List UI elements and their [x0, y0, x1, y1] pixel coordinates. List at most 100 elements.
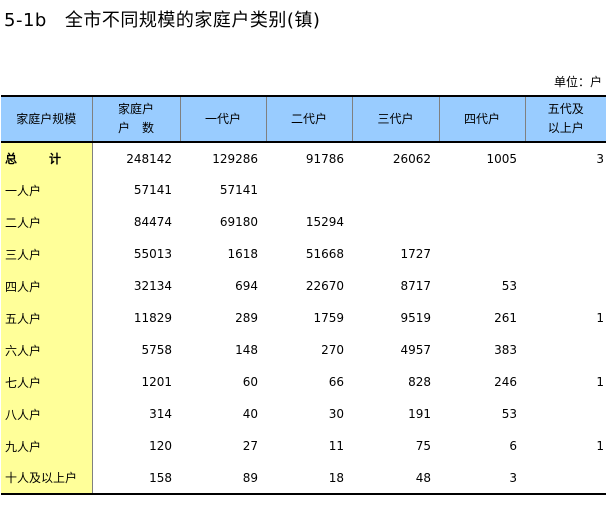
table-cell: 1	[596, 311, 604, 325]
table-cell: 261	[494, 311, 517, 325]
column-header: 二代户	[266, 96, 353, 142]
table-cell: 3	[596, 151, 604, 166]
table-cell: 8717	[400, 279, 431, 293]
table-cell: 18	[266, 462, 352, 495]
table-cell	[525, 174, 606, 206]
table-cell: 40	[242, 407, 258, 421]
table-cell: 129286	[212, 151, 258, 166]
table-cell: 158	[92, 462, 180, 495]
table-cell	[439, 238, 525, 270]
column-header-line1: 三代户	[377, 111, 414, 126]
table-row: 十人及以上户 158 89 18 48 3	[1, 462, 606, 495]
table-cell	[525, 270, 606, 302]
table-row: 三人户 55013 1618 51668 1727	[1, 238, 606, 270]
total-row: 总 计 248142 129286 91786 26062 1005 3	[1, 142, 606, 174]
table-row: 一人户 57141 57141	[1, 174, 606, 206]
table-cell: 57141	[133, 183, 172, 197]
table-cell: 148	[235, 343, 258, 357]
table-cell: 51668	[305, 247, 344, 261]
table-cell: 1	[596, 439, 604, 453]
table-cell: 91786	[305, 151, 344, 166]
table-cell: 191	[408, 407, 431, 421]
table-cell	[352, 206, 439, 238]
column-header: 五代及 以上户	[525, 96, 606, 142]
column-header: 四代户	[439, 96, 526, 142]
table-cell: 89	[180, 462, 266, 495]
table-cell: 11	[328, 439, 344, 453]
table-cell: 75	[415, 439, 431, 453]
column-header-line1: 四代户	[463, 111, 500, 126]
page-title: 5-1b 全市不同规模的家庭户类别(镇)	[4, 6, 320, 32]
unit-label: 单位：户	[553, 75, 602, 89]
table-cell	[266, 174, 352, 206]
table-header: 家庭户规模 家庭户户 数一代户 二代户 三代户 四代户 五代及 以上户	[1, 96, 606, 142]
column-header: 家庭户户 数	[92, 96, 181, 142]
table-cell: 289	[235, 311, 258, 325]
table-cell	[525, 398, 606, 430]
row-label: 七人户	[1, 366, 93, 398]
table-title: 全市不同规模的家庭户类别(镇)	[64, 10, 321, 31]
table-row: 七人户 1201 60 66 828 246 1	[1, 366, 606, 398]
column-header-line1: 一代户	[204, 111, 241, 126]
row-label: 一人户	[1, 174, 93, 206]
table-cell	[439, 206, 525, 238]
table-cell: 246	[494, 375, 517, 389]
table-cell: 84474	[133, 215, 172, 229]
table-cell: 57141	[219, 183, 258, 197]
row-label: 六人户	[1, 334, 93, 366]
table-cell	[439, 174, 525, 206]
table-cell: 1005	[486, 151, 517, 166]
table-cell: 9519	[400, 311, 431, 325]
table-cell	[525, 206, 606, 238]
column-header-line2: 户 数	[117, 121, 154, 135]
row-label: 五人户	[1, 302, 93, 334]
row-label: 四人户	[1, 270, 93, 302]
table-cell: 32134	[133, 279, 172, 293]
table-cell: 828	[408, 375, 431, 389]
column-header-line1: 五代及	[547, 102, 584, 116]
table-cell: 15294	[305, 215, 344, 229]
table-cell: 27	[242, 439, 258, 453]
header-row: 家庭户规模 家庭户户 数一代户 二代户 三代户 四代户 五代及 以上户	[1, 96, 606, 142]
table-row: 九人户 120 27 11 75 6 1	[1, 430, 606, 462]
table-cell: 248142	[126, 151, 172, 166]
table-row: 二人户 84474 69180 15294	[1, 206, 606, 238]
table-cell: 22670	[305, 279, 344, 293]
table-cell	[525, 462, 606, 495]
table-cell: 53	[501, 407, 517, 421]
household-table: 家庭户规模 家庭户户 数一代户 二代户 三代户 四代户 五代及 以上户 总 计 248142 1…	[1, 95, 606, 495]
column-header-line1: 家庭户规模	[16, 111, 77, 126]
table-cell: 4957	[400, 343, 431, 357]
column-header-line1: 二代户	[290, 111, 327, 126]
table-cell: 1759	[313, 311, 344, 325]
table-row: 五人户 11829 289 1759 9519 261 1	[1, 302, 606, 334]
table-cell: 11829	[133, 311, 172, 325]
table-cell: 60	[242, 375, 258, 389]
table-cell: 3	[439, 462, 525, 495]
table-cell: 66	[328, 375, 344, 389]
table-cell: 53	[501, 279, 517, 293]
row-label: 八人户	[1, 398, 93, 430]
table-cell: 1201	[141, 375, 172, 389]
row-label: 总 计	[1, 142, 93, 174]
table-cell: 1727	[400, 247, 431, 261]
column-header-line2: 以上户	[547, 121, 584, 135]
table-cell: 26062	[392, 151, 431, 166]
column-header: 一代户	[180, 96, 267, 142]
table-row: 八人户 314 40 30 191 53	[1, 398, 606, 430]
table-cell: 69180	[219, 215, 258, 229]
table-cell: 5758	[141, 343, 172, 357]
table-cell: 270	[321, 343, 344, 357]
table-cell: 383	[494, 343, 517, 357]
table-cell: 120	[149, 439, 172, 453]
table-cell	[525, 238, 606, 270]
table-cell: 1618	[227, 247, 258, 261]
column-header-line1: 家庭户	[117, 102, 154, 116]
table-cell	[352, 174, 439, 206]
table-cell: 6	[509, 439, 517, 453]
column-header: 三代户	[352, 96, 440, 142]
table-row: 六人户 5758 148 270 4957 383	[1, 334, 606, 366]
table-cell	[525, 334, 606, 366]
table-cell: 55013	[133, 247, 172, 261]
row-label: 三人户	[1, 238, 93, 270]
